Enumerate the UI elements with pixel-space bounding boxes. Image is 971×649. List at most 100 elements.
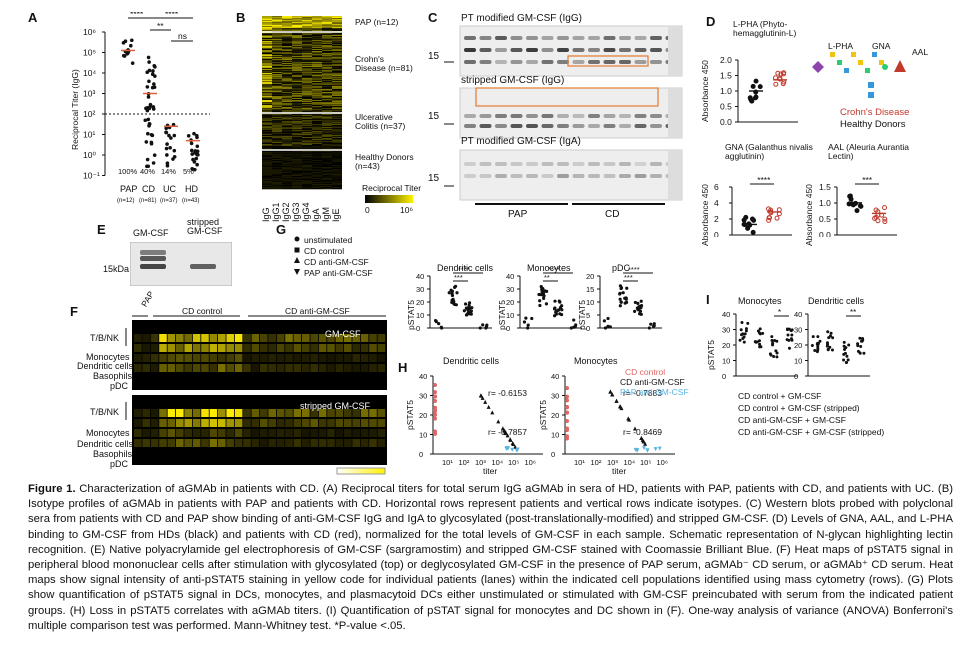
b-cell	[262, 25, 272, 27]
b-cell	[262, 79, 272, 81]
g-point	[618, 292, 622, 296]
a-point	[168, 145, 172, 150]
f-top-cell	[285, 344, 293, 352]
b-cell	[292, 49, 302, 51]
f-top-cell	[293, 364, 302, 372]
f-top-cell	[352, 354, 360, 362]
b-cell	[312, 37, 322, 39]
b-cell	[302, 136, 312, 138]
b-cell	[272, 16, 282, 18]
f-bottom-cell	[302, 419, 310, 427]
blot3-band	[557, 162, 569, 166]
g-point	[466, 308, 470, 312]
b-cell	[312, 69, 322, 71]
f-bottom-cell	[209, 429, 218, 437]
f-bottom-cell	[360, 439, 369, 447]
b-cell	[312, 98, 322, 100]
f-bottom-cell	[285, 429, 293, 437]
f-bottom-cell	[142, 409, 150, 417]
b-cell	[272, 35, 282, 37]
a-ytick-label: 10³	[83, 89, 95, 99]
b-cell	[302, 126, 312, 128]
b-cell	[272, 95, 282, 97]
g-point	[633, 300, 637, 305]
b-cell	[332, 131, 342, 133]
b-cell	[322, 111, 332, 113]
b-cell	[302, 80, 312, 82]
b-cell	[302, 53, 312, 55]
b-cell	[322, 151, 332, 153]
b-cell	[332, 144, 342, 146]
i-mono-tick-label: 20	[722, 341, 730, 350]
b-cell	[302, 139, 312, 141]
b-cell	[322, 169, 332, 171]
b-cell	[302, 63, 312, 65]
b-cell	[292, 46, 302, 48]
b-cell	[312, 47, 322, 49]
h-dc-cd-control-point	[433, 383, 437, 388]
f-top-cell	[377, 344, 386, 352]
b-cell	[272, 24, 282, 26]
f-top-cell	[352, 334, 360, 342]
b-cell	[282, 94, 292, 96]
f-bottom-cell	[201, 439, 209, 447]
b-cell	[312, 65, 322, 67]
g-point	[651, 324, 656, 328]
blot1-band	[650, 48, 662, 52]
blot2-band	[510, 114, 523, 118]
b-cell	[332, 79, 342, 81]
g-point	[618, 304, 622, 308]
i-mono-point	[740, 333, 744, 337]
b-cell	[272, 106, 282, 108]
b-cell	[332, 185, 342, 187]
b-cell	[272, 154, 282, 156]
heatmap-group-uc: Ulcerative Colitis (n=37)	[355, 112, 406, 131]
b-cell	[332, 59, 342, 61]
b-cell	[332, 167, 342, 169]
b-cell	[262, 20, 272, 22]
g-point	[633, 309, 637, 313]
b-cell	[262, 78, 272, 80]
b-cell	[332, 171, 342, 173]
b-cell	[282, 104, 292, 106]
b-cell	[312, 126, 322, 128]
b-cell	[292, 143, 302, 145]
f-top-cell	[159, 344, 167, 352]
b-cell	[332, 127, 342, 129]
b-cell	[292, 127, 302, 129]
gna-point	[741, 217, 747, 223]
h-mono-cd-control-point	[565, 398, 569, 403]
b-color-scale	[365, 195, 413, 203]
b-cell	[292, 77, 302, 79]
b-cell	[332, 133, 342, 135]
b-cell	[312, 80, 322, 82]
b-cell	[322, 148, 332, 150]
b-cell	[272, 155, 282, 157]
h-mono-ytick-label: 0	[551, 450, 555, 459]
b-cell	[312, 153, 322, 155]
f-bottom-cell	[293, 429, 302, 437]
b-cell	[292, 17, 302, 19]
b-cell	[332, 30, 342, 32]
b-cell	[282, 53, 292, 55]
i-dc-point	[825, 344, 829, 348]
b-cell	[282, 82, 292, 84]
b-cell	[272, 86, 282, 88]
b-cell	[262, 33, 272, 35]
b-cell	[292, 134, 302, 136]
b-cell	[282, 40, 292, 42]
g-point	[544, 302, 549, 306]
gna-point	[745, 225, 751, 231]
b-cell	[282, 148, 292, 150]
b-cell	[272, 104, 282, 106]
b-cell	[262, 51, 272, 53]
b-cell	[292, 26, 302, 28]
b-cell	[272, 22, 282, 24]
a-group-n: (n=12)	[117, 198, 135, 204]
g-point	[558, 305, 563, 310]
glycan-node	[844, 68, 849, 73]
f-top-cell	[226, 354, 234, 362]
f-bottom-cell	[335, 429, 344, 437]
b-cell	[302, 29, 312, 31]
